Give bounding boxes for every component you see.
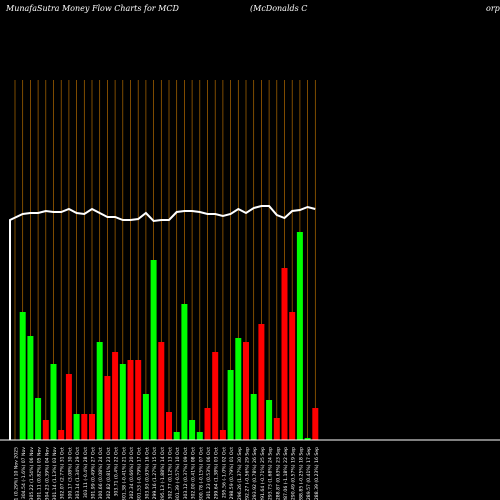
x-tick-label: 302.00 (0.41%) 08 Oct: [191, 447, 197, 500]
x-tick-label: 287.06 (-1.18%) 22 Sep: [283, 447, 289, 500]
x-tick-label: 292.27 (-0.56%) 29 Sep: [245, 447, 251, 500]
x-tick-label: 289.57 (0.41%) 17 Sep: [306, 447, 312, 500]
x-tick-label: 298.59 (0.79%) 01 Oct: [229, 447, 235, 500]
x-tick-label: 290.49 (0.57%) 19 Sep: [291, 447, 297, 500]
money-flow-bar: [189, 420, 196, 440]
money-flow-bar: [158, 342, 165, 440]
money-flow-bar: [65, 374, 72, 440]
money-flow-bar: [127, 360, 134, 440]
x-tick-label: 300.17 (3.08%) 30 Oct: [67, 447, 73, 500]
money-flow-bar: [89, 414, 95, 440]
money-flow-bar: [289, 312, 296, 440]
x-tick-label: 299.16 (1.27%) 15 Oct: [152, 447, 158, 500]
x-tick-label: 301.38 (-0.41%) 21 Oct: [121, 447, 127, 500]
chart-subtitle-tail: orp: [486, 4, 500, 13]
money-flow-bar: [42, 420, 49, 440]
x-tick-label: 301.14 (1.13%) 03 Nov: [52, 447, 58, 500]
money-flow-bar: [81, 414, 88, 440]
x-tick-label: 303.93 (0.93%) 16 Oct: [144, 447, 150, 500]
money-flow-bar: [296, 232, 303, 440]
x-tick-label: 302.34 (0.66%) 20 Oct: [129, 447, 135, 500]
money-flow-bar: [266, 400, 273, 440]
x-tick-label: 293.92 (0.78%) 26 Sep: [252, 447, 258, 500]
x-tick-label: 305.22 (1.54%) 06 Nov: [29, 447, 35, 500]
money-flow-bar: [235, 338, 242, 440]
x-tick-label: 302.82 (0.81%) 23 Oct: [106, 447, 112, 500]
money-flow-bar: [96, 342, 103, 440]
x-tick-label: 302.77 (0.12%) 13 Oct: [168, 447, 174, 500]
x-tick-label: 301.39 (-0.57%) 10 Oct: [175, 447, 181, 500]
money-flow-bar: [243, 342, 249, 440]
money-flow-bar: [173, 432, 180, 440]
money-flow-bar: [58, 430, 65, 440]
x-tick-label: 301.53 (-0.79%) 17 Oct: [137, 447, 143, 500]
x-tick-label: 288.87 (0.63%) 23 Sep: [275, 447, 281, 500]
money-flow-bar: [35, 398, 42, 440]
money-flow-bar: [258, 324, 265, 440]
x-tick-label: 303.71 (0.4%) 22 Oct: [114, 447, 120, 497]
money-flow-bar: [142, 394, 149, 440]
x-tick-label: 301.23 (0.53%) 06 Oct: [206, 447, 212, 500]
x-tick-label: 302.07 (2.77%) 31 Oct: [60, 447, 66, 500]
x-tick-label: 301.99 (0.49%) 27 Oct: [91, 447, 97, 500]
money-flow-bar: [181, 304, 188, 440]
money-flow-bar: [50, 364, 57, 440]
x-tick-label: 300.78 (-0.15%) 07 Oct: [198, 447, 204, 500]
money-flow-bar: [273, 418, 280, 440]
chart-title: MunafaSutra Money Flow Charts for MCD: [6, 4, 179, 13]
x-tick-label: 304.54 (-1.6%) 07 Nov: [21, 447, 27, 499]
chart-subtitle: (McDonalds C: [250, 4, 308, 13]
x-tick-label: 299.64 (1.38%) 03 Oct: [214, 447, 220, 500]
x-tick-label: 304.23 (0.39%) 04 Nov: [44, 447, 50, 500]
money-flow-bar: [196, 432, 203, 440]
x-tick-label: 295.56 (-1.0%) 02 Oct: [221, 447, 227, 498]
money-flow-bar: [304, 438, 311, 440]
x-tick-label: 303.14 (1.34%) 29 Oct: [75, 447, 81, 500]
money-flow-bar: [104, 376, 111, 440]
x-tick-label: 288.39 (0.23%) 16 Sep: [314, 447, 320, 500]
money-flow-bar: [227, 370, 234, 440]
x-tick-label: 303.11 (-0.4%) 28 Oct: [83, 447, 89, 498]
x-tick-label: 303.12 (0.37%) 09 Oct: [183, 447, 189, 500]
money-flow-bar: [219, 430, 226, 440]
x-tick-label: 288.85 (-0.25%) 18 Sep: [298, 447, 304, 500]
money-flow-bar: [73, 414, 80, 440]
x-tick-label: 293.73 (1.68%) 24 Sep: [268, 447, 274, 500]
money-flow-bar: [119, 364, 126, 440]
money-flow-bar: [27, 336, 34, 440]
money-flow-bar: [312, 408, 319, 440]
x-tick-label: 291.64 (-0.71%) 25 Sep: [260, 447, 266, 500]
money-flow-bar: [204, 408, 211, 440]
money-flow-bar: [135, 360, 142, 440]
x-tick-label: 301.11 (0.82%) 05 Nov: [37, 447, 43, 500]
x-tick-label: 300.66 (0.08%) 24 Oct: [98, 447, 104, 500]
x-tick-label: 296.26 (1.37%) 30 Sep: [237, 447, 243, 500]
money-flow-bar: [166, 412, 172, 440]
x-tick-label: 251.11 (0.29%) 10 Nov 2025: [14, 447, 20, 500]
money-flow-bar: [212, 352, 219, 440]
price-line: [9, 205, 316, 440]
money-flow-bar: [112, 352, 119, 440]
x-tick-label: 295.13 (-1.88%) 14 Oct: [160, 447, 166, 500]
money-flow-bar: [150, 260, 157, 440]
money-flow-bar: [19, 312, 26, 440]
money-flow-bar: [250, 394, 257, 440]
money-flow-bar: [281, 268, 288, 440]
